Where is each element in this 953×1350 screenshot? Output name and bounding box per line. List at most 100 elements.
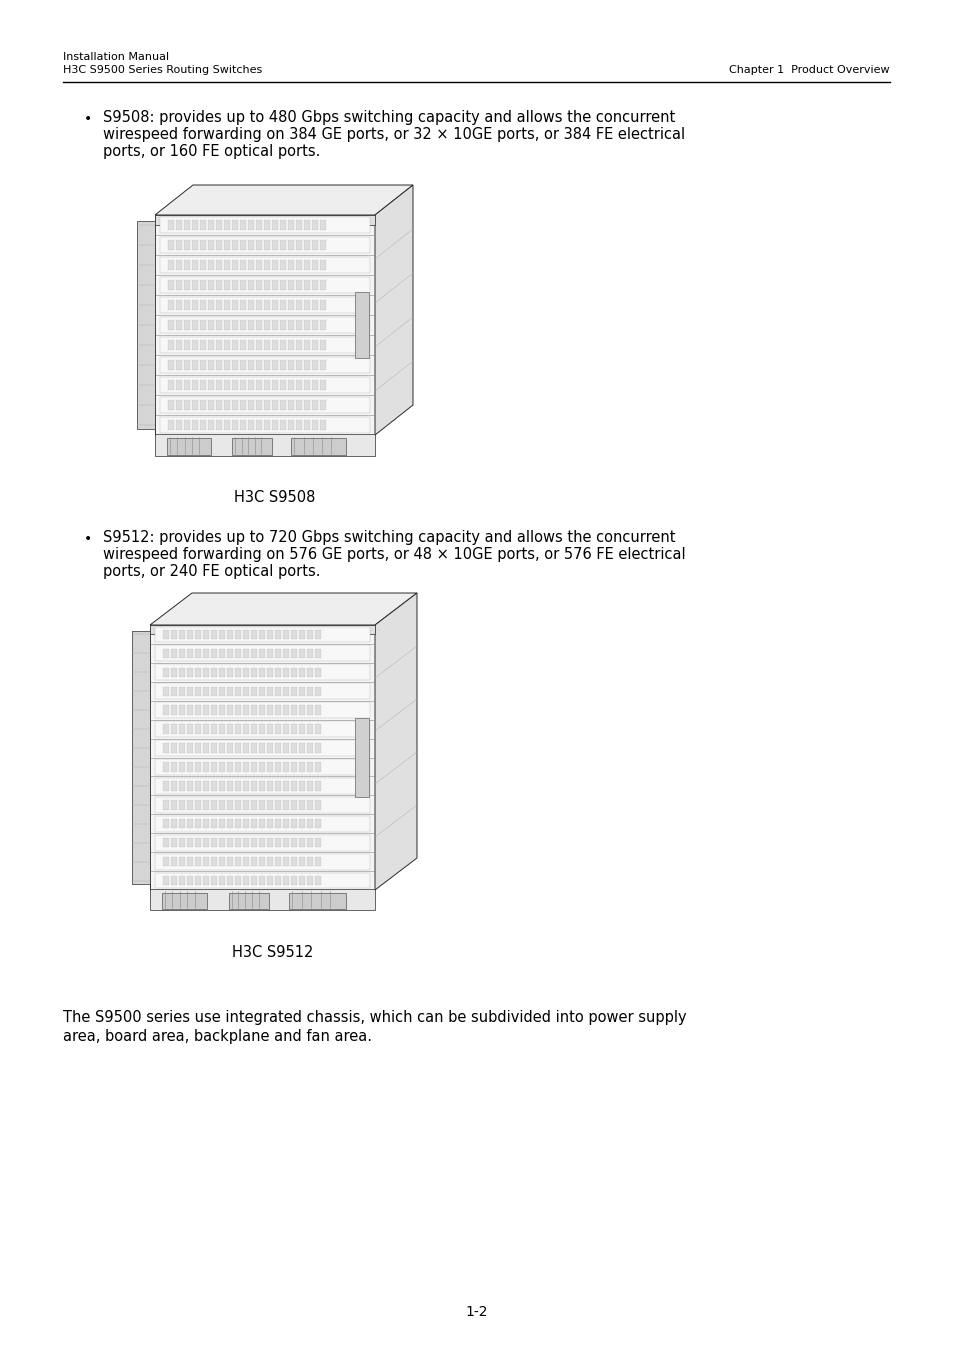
Bar: [232, 437, 272, 455]
Bar: [171, 876, 177, 886]
Bar: [203, 668, 209, 678]
Bar: [288, 300, 294, 310]
Bar: [234, 725, 241, 734]
Bar: [272, 261, 277, 270]
Bar: [267, 629, 273, 639]
Bar: [154, 645, 370, 662]
Bar: [154, 834, 370, 850]
Bar: [298, 744, 305, 753]
Bar: [163, 744, 169, 753]
Bar: [179, 725, 185, 734]
Bar: [219, 648, 225, 659]
Bar: [227, 744, 233, 753]
Bar: [264, 240, 270, 250]
Bar: [224, 220, 230, 230]
Bar: [251, 668, 256, 678]
Bar: [298, 857, 305, 867]
Bar: [243, 782, 249, 791]
Bar: [267, 668, 273, 678]
Bar: [248, 420, 253, 431]
Bar: [175, 340, 182, 350]
Bar: [283, 782, 289, 791]
Bar: [219, 782, 225, 791]
Bar: [288, 279, 294, 290]
Bar: [179, 876, 185, 886]
Bar: [187, 857, 193, 867]
Bar: [295, 240, 302, 250]
Bar: [283, 706, 289, 716]
Bar: [163, 782, 169, 791]
Bar: [160, 216, 370, 234]
Bar: [264, 379, 270, 390]
Bar: [283, 838, 289, 848]
Bar: [187, 744, 193, 753]
Bar: [203, 838, 209, 848]
Bar: [184, 261, 190, 270]
Bar: [291, 437, 346, 455]
Bar: [224, 300, 230, 310]
Bar: [200, 279, 206, 290]
Bar: [203, 782, 209, 791]
Bar: [274, 782, 281, 791]
Bar: [240, 220, 246, 230]
Bar: [272, 340, 277, 350]
Bar: [192, 360, 198, 370]
Bar: [272, 240, 277, 250]
Bar: [179, 629, 185, 639]
Bar: [187, 819, 193, 829]
Bar: [251, 725, 256, 734]
Text: S9512: provides up to 720 Gbps switching capacity and allows the concurrent: S9512: provides up to 720 Gbps switching…: [103, 531, 675, 545]
Bar: [175, 360, 182, 370]
Bar: [298, 876, 305, 886]
Bar: [208, 300, 213, 310]
Bar: [283, 648, 289, 659]
Bar: [200, 420, 206, 431]
Bar: [175, 240, 182, 250]
Bar: [267, 706, 273, 716]
Bar: [312, 240, 317, 250]
Bar: [211, 706, 216, 716]
Bar: [229, 892, 269, 909]
Bar: [314, 876, 320, 886]
Bar: [154, 626, 370, 643]
Bar: [258, 801, 265, 810]
Bar: [243, 687, 249, 697]
Bar: [171, 857, 177, 867]
Bar: [208, 320, 213, 329]
Bar: [283, 857, 289, 867]
Bar: [255, 360, 262, 370]
Bar: [267, 782, 273, 791]
Bar: [319, 379, 326, 390]
Bar: [319, 400, 326, 410]
Bar: [272, 279, 277, 290]
Bar: [298, 648, 305, 659]
Bar: [192, 220, 198, 230]
Bar: [295, 379, 302, 390]
Bar: [255, 420, 262, 431]
Text: The S9500 series use integrated chassis, which can be subdivided into power supp: The S9500 series use integrated chassis,…: [63, 1010, 686, 1025]
Polygon shape: [375, 185, 413, 435]
Bar: [251, 819, 256, 829]
Bar: [175, 300, 182, 310]
Bar: [298, 819, 305, 829]
Bar: [232, 240, 237, 250]
Bar: [215, 400, 222, 410]
Bar: [267, 763, 273, 772]
Bar: [168, 300, 173, 310]
Bar: [258, 687, 265, 697]
Bar: [307, 744, 313, 753]
Bar: [203, 857, 209, 867]
Bar: [150, 625, 375, 890]
Bar: [224, 420, 230, 431]
Bar: [192, 261, 198, 270]
Text: S9508: provides up to 480 Gbps switching capacity and allows the concurrent: S9508: provides up to 480 Gbps switching…: [103, 109, 675, 126]
Bar: [251, 857, 256, 867]
Bar: [243, 876, 249, 886]
Bar: [304, 320, 310, 329]
Bar: [307, 838, 313, 848]
Bar: [215, 220, 222, 230]
Bar: [274, 668, 281, 678]
Bar: [175, 279, 182, 290]
Bar: [243, 819, 249, 829]
Bar: [192, 420, 198, 431]
